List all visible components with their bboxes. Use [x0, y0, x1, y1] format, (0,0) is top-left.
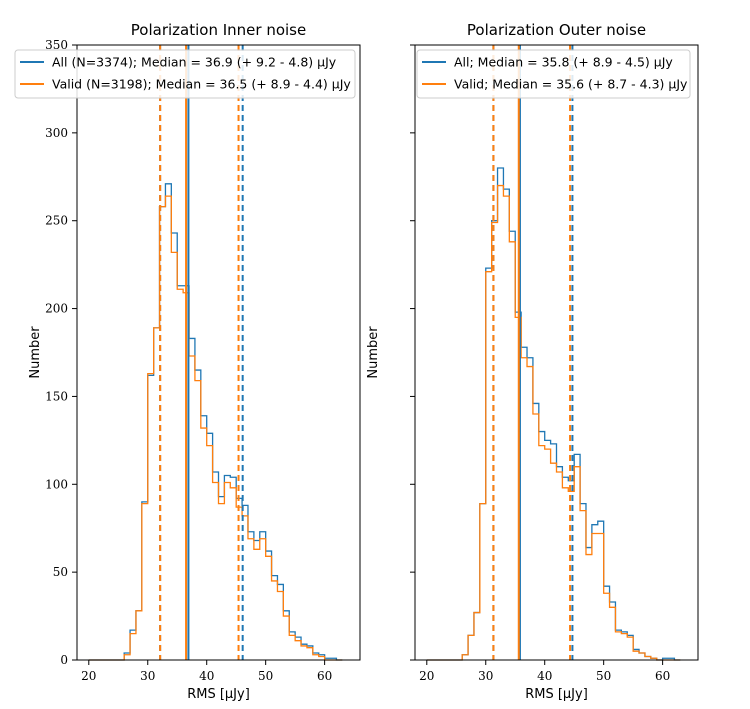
- x-tick-label: 30: [140, 669, 155, 683]
- x-tick-label: 50: [596, 669, 611, 683]
- legend-label-series-0: All; Median = 35.8 (+ 8.9 - 4.5) μJy: [454, 55, 673, 70]
- axes-frame: [76, 44, 361, 661]
- legend-box: [416, 49, 691, 99]
- histogram-series-0: [88, 183, 343, 661]
- histogram-series-1: [88, 195, 343, 661]
- x-tick-label: 30: [478, 669, 493, 683]
- x-axis-label: RMS [μJy]: [187, 687, 250, 702]
- axes-frame: [414, 44, 699, 661]
- y-tick-label: 350: [45, 38, 68, 52]
- histogram-series-0: [426, 167, 681, 661]
- legend: All (N=3374); Median = 36.9 (+ 9.2 - 4.8…: [14, 49, 356, 99]
- histogram-series-1: [426, 184, 681, 661]
- x-tick-label: 60: [317, 669, 332, 683]
- y-tick-label: 150: [45, 389, 68, 403]
- chart-title: Polarization Outer noise: [467, 21, 646, 39]
- y-tick-label: 50: [53, 565, 68, 579]
- legend: All; Median = 35.8 (+ 8.9 - 4.5) μJy Vali…: [416, 49, 691, 99]
- y-tick-label: 250: [45, 214, 68, 228]
- x-tick-label: 20: [419, 669, 434, 683]
- x-tick-label: 40: [199, 669, 214, 683]
- x-tick-label: 50: [258, 669, 273, 683]
- x-axis-label: RMS [μJy]: [525, 687, 588, 702]
- legend-label-series-1: Valid (N=3198); Median = 36.5 (+ 8.9 - 4…: [52, 77, 351, 92]
- chart-title: Polarization Inner noise: [131, 21, 306, 39]
- legend-label-series-0: All (N=3374); Median = 36.9 (+ 9.2 - 4.8…: [52, 55, 337, 70]
- legend-box: [14, 49, 356, 99]
- y-axis-label: Number: [366, 326, 381, 379]
- y-tick-label: 300: [45, 126, 68, 140]
- y-tick-label: 100: [45, 477, 68, 491]
- right-panel-outer-noise: 20 30 40 50 60 RMS [μJy] Number Polarization Ou…: [366, 21, 699, 702]
- legend-label-series-1: Valid; Median = 35.6 (+ 8.7 - 4.3) μJy: [454, 77, 688, 92]
- x-tick-label: 60: [655, 669, 670, 683]
- y-tick-label: 0: [60, 653, 68, 667]
- x-tick-label: 40: [537, 669, 552, 683]
- y-tick-label: 200: [45, 302, 68, 316]
- y-axis-label: Number: [28, 326, 43, 379]
- x-tick-label: 20: [81, 669, 96, 683]
- left-panel-inner-noise: 20 30 40 50 60 0 50 100 150 200 250 300 350 RMS [μJy]…: [14, 21, 361, 702]
